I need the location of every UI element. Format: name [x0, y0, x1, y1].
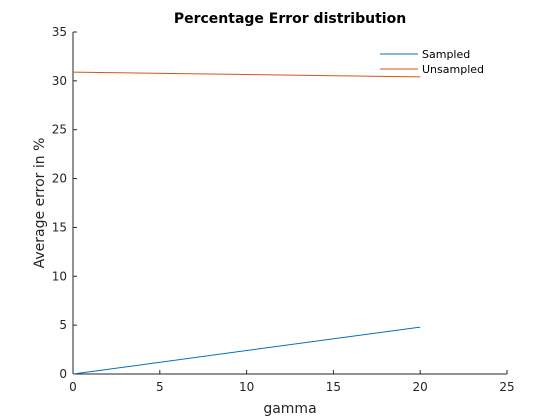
- y-tick-label: 15: [52, 220, 67, 234]
- axes: [72, 32, 507, 375]
- y-tick-label: 30: [52, 74, 67, 88]
- y-tick-label: 5: [59, 318, 67, 332]
- series-lines: [72, 71, 421, 375]
- y-tick-label: 35: [52, 25, 67, 39]
- x-tick-label: 25: [499, 380, 514, 394]
- y-axis-label: Average error in %: [32, 138, 48, 269]
- x-tick-label: 10: [239, 380, 254, 394]
- x-tick-label: 15: [326, 380, 341, 394]
- series-line-unsampled: [72, 71, 421, 78]
- y-tick-label: 10: [52, 269, 67, 283]
- x-tick-label: 0: [69, 380, 77, 394]
- chart-title: Percentage Error distribution: [174, 11, 406, 27]
- y-tick-label: 20: [52, 172, 67, 186]
- plot-area: [73, 32, 507, 374]
- ticks: 0 5 10 15 20 25 0 5 10 15 20 25 30 35: [52, 25, 515, 394]
- series-line-sampled: [72, 326, 421, 375]
- y-tick-label: 25: [52, 123, 67, 137]
- x-tick-label: 5: [156, 380, 164, 394]
- legend-label-unsampled: Unsampled: [422, 63, 484, 76]
- x-axis-label: gamma: [263, 401, 316, 417]
- legend: Sampled Unsampled: [380, 48, 484, 76]
- legend-label-sampled: Sampled: [422, 48, 470, 61]
- x-tick-label: 20: [413, 380, 428, 394]
- y-tick-label: 0: [59, 367, 67, 381]
